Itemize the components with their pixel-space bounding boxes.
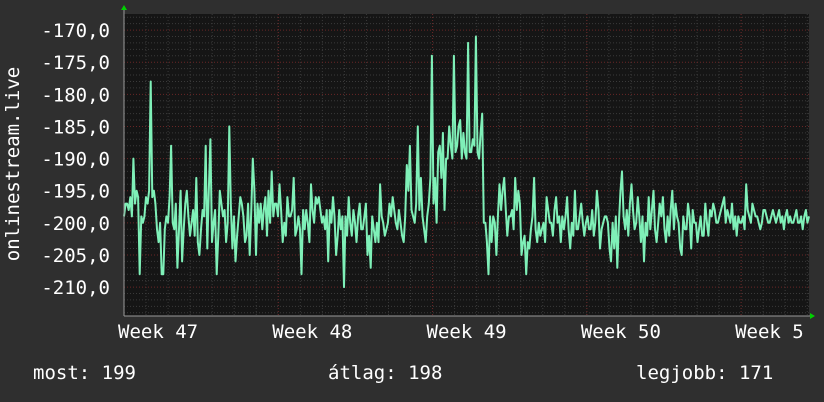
x-axis-arrow xyxy=(810,313,815,319)
x-tick-label: Week 49 xyxy=(427,321,507,343)
stats-row: most: 199 átlag: 198 legjobb: 171 xyxy=(0,362,824,390)
best-label: legjobb: xyxy=(636,362,728,384)
y-axis-arrow xyxy=(121,5,127,10)
series-group xyxy=(123,35,810,289)
series-line-0 xyxy=(123,35,810,289)
current-label: most: xyxy=(33,362,91,384)
x-tick-labels: Week 47 Week 48 Week 49 Week 50 Week 5 xyxy=(118,321,804,343)
best-number: 171 xyxy=(738,362,774,384)
axes xyxy=(121,5,815,319)
y-tick-labels: -170,0 -175,0 -180,0 -185,0 -190,0 -195,0 -200… xyxy=(41,20,110,299)
x-tick-label: Week 5 xyxy=(735,321,804,343)
x-tick-label: Week 50 xyxy=(581,321,661,343)
y-axis-label: onlinestream.live xyxy=(2,67,24,261)
y-tick-label: -205,0 xyxy=(41,245,110,267)
y-tick-label: -170,0 xyxy=(41,20,110,42)
average-label: átlag: xyxy=(328,362,397,384)
current-value: most: 199 xyxy=(33,362,136,384)
y-tick-label: -175,0 xyxy=(41,52,110,74)
y-tick-label: -185,0 xyxy=(41,116,110,138)
y-tick-label: -200,0 xyxy=(41,213,110,235)
y-tick-label: -190,0 xyxy=(41,149,110,171)
x-tick-label: Week 47 xyxy=(118,321,198,343)
y-tick-label: -210,0 xyxy=(41,277,110,299)
average-value: átlag: 198 xyxy=(328,362,442,384)
current-number: 199 xyxy=(101,362,136,384)
y-tick-label: -180,0 xyxy=(41,84,110,106)
best-value: legjobb: 171 xyxy=(636,362,773,384)
average-number: 198 xyxy=(408,362,443,384)
y-tick-label: -195,0 xyxy=(41,181,110,203)
x-tick-label: Week 48 xyxy=(272,321,352,343)
